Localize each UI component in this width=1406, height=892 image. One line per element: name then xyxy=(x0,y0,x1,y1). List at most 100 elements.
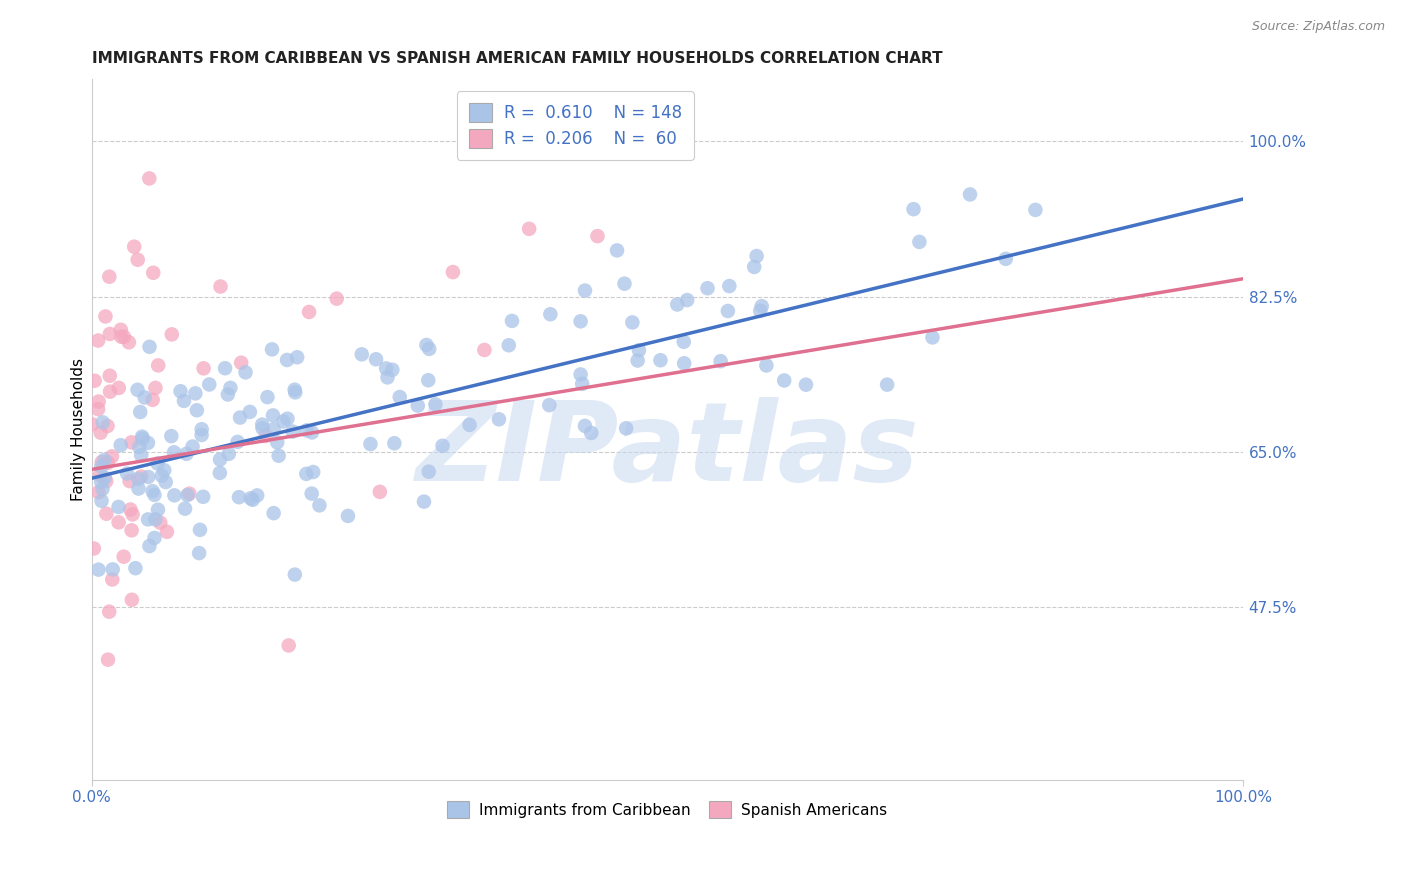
Point xyxy=(150,468,173,483)
Point xyxy=(425,397,447,411)
Point xyxy=(127,472,149,486)
Point xyxy=(186,403,208,417)
Point xyxy=(676,293,699,307)
Point xyxy=(188,546,211,560)
Point xyxy=(627,343,650,358)
Point xyxy=(96,419,118,434)
Point xyxy=(80,417,103,432)
Point xyxy=(277,639,299,653)
Point xyxy=(209,279,232,293)
Point xyxy=(606,244,628,258)
Point xyxy=(110,329,132,343)
Point xyxy=(252,421,274,435)
Point xyxy=(228,490,250,504)
Point xyxy=(121,435,143,450)
Point xyxy=(87,334,110,348)
Point xyxy=(98,326,121,341)
Point xyxy=(90,493,112,508)
Point xyxy=(208,466,231,480)
Point xyxy=(284,567,307,582)
Point xyxy=(136,470,159,484)
Point xyxy=(107,516,129,530)
Point xyxy=(188,523,211,537)
Point xyxy=(908,235,931,249)
Point xyxy=(101,573,124,587)
Point xyxy=(298,305,321,319)
Point xyxy=(190,422,212,436)
Point xyxy=(120,502,142,516)
Point xyxy=(295,423,318,437)
Point xyxy=(145,381,167,395)
Point xyxy=(418,342,440,356)
Text: IMMIGRANTS FROM CARIBBEAN VS SPANISH AMERICAN FAMILY HOUSEHOLDS CORRELATION CHAR: IMMIGRANTS FROM CARIBBEAN VS SPANISH AME… xyxy=(91,51,942,66)
Point xyxy=(498,338,520,352)
Point xyxy=(377,370,399,384)
Point xyxy=(262,409,284,423)
Point xyxy=(325,292,347,306)
Point xyxy=(474,343,496,357)
Point xyxy=(359,437,381,451)
Point xyxy=(794,377,817,392)
Point xyxy=(876,377,898,392)
Point xyxy=(755,359,778,373)
Point xyxy=(263,422,285,436)
Point xyxy=(742,260,765,274)
Point xyxy=(142,484,165,499)
Point xyxy=(239,405,262,419)
Point xyxy=(267,449,290,463)
Point xyxy=(136,512,159,526)
Point xyxy=(107,500,129,514)
Point xyxy=(569,368,592,382)
Point xyxy=(218,447,240,461)
Point xyxy=(696,281,718,295)
Point xyxy=(229,410,252,425)
Point xyxy=(127,482,149,496)
Point xyxy=(350,347,373,361)
Point xyxy=(627,353,650,368)
Point xyxy=(285,351,308,365)
Point xyxy=(176,488,198,502)
Point xyxy=(994,252,1017,266)
Point xyxy=(586,229,609,244)
Point xyxy=(214,361,236,376)
Point xyxy=(122,240,145,254)
Point xyxy=(107,381,129,395)
Point xyxy=(98,368,121,383)
Point xyxy=(368,484,391,499)
Point xyxy=(388,390,411,404)
Point xyxy=(89,468,111,483)
Point xyxy=(143,488,166,502)
Point xyxy=(138,171,160,186)
Point xyxy=(488,412,510,426)
Point xyxy=(718,279,741,293)
Point xyxy=(101,450,124,464)
Point xyxy=(441,265,464,279)
Point xyxy=(301,425,323,440)
Point xyxy=(242,492,264,507)
Point xyxy=(650,353,672,368)
Text: Source: ZipAtlas.com: Source: ZipAtlas.com xyxy=(1251,20,1385,33)
Point xyxy=(613,277,636,291)
Point xyxy=(666,297,689,311)
Point xyxy=(571,376,593,391)
Point xyxy=(246,488,269,502)
Point xyxy=(574,418,596,433)
Point xyxy=(83,374,105,388)
Point xyxy=(382,436,405,450)
Point xyxy=(231,356,253,370)
Y-axis label: Family Households: Family Households xyxy=(72,358,86,501)
Point xyxy=(569,314,592,328)
Point xyxy=(581,425,603,440)
Point xyxy=(97,653,120,667)
Point xyxy=(160,429,183,443)
Point xyxy=(98,384,121,399)
Point xyxy=(672,334,695,349)
Point xyxy=(118,335,141,350)
Point xyxy=(129,469,152,483)
Point xyxy=(208,452,231,467)
Point xyxy=(131,430,153,444)
Point xyxy=(276,353,298,368)
Point xyxy=(193,361,215,376)
Point xyxy=(146,502,169,516)
Point xyxy=(174,501,197,516)
